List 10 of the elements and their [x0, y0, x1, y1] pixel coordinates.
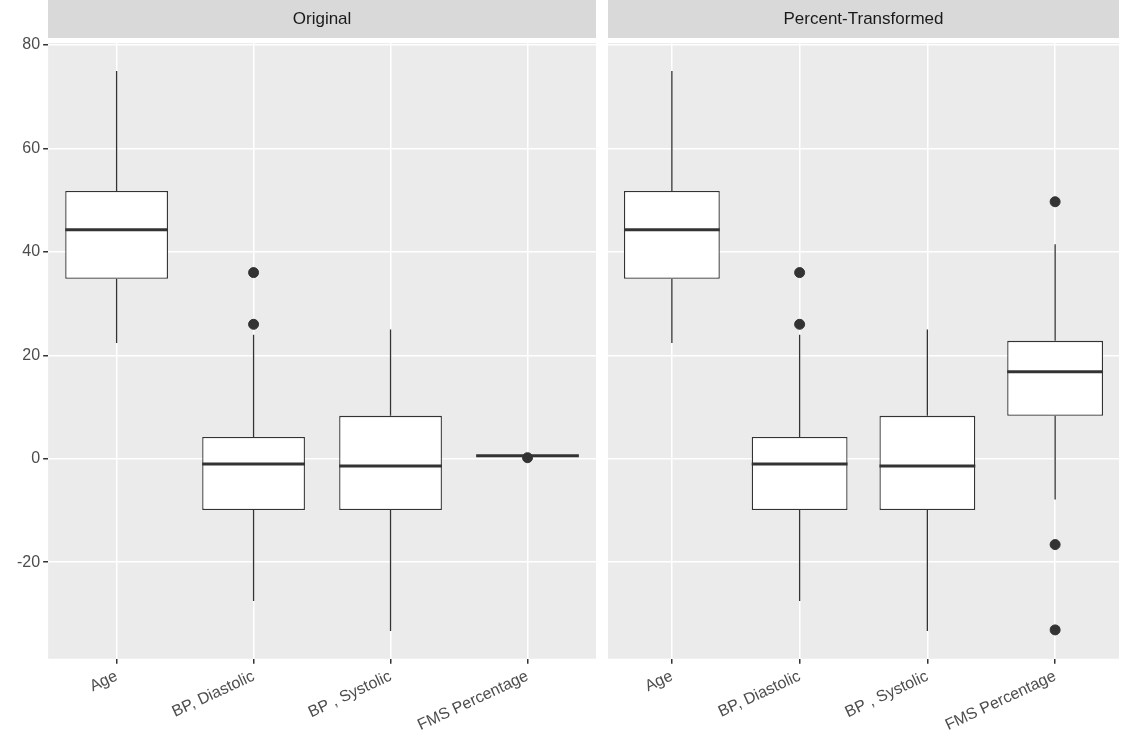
x-tick-label: Age [86, 666, 120, 695]
y-tick-label: 80 [22, 35, 41, 53]
x-tick-label: Age [642, 666, 676, 695]
chart-title: Original [48, 0, 596, 38]
y-tick-label: 60 [22, 138, 41, 156]
y-tick-label: 40 [22, 242, 41, 260]
chart-title: Percent-Transformed [608, 0, 1119, 38]
y-tick-label: 0 [31, 449, 41, 467]
y-tick-label: -20 [17, 552, 41, 570]
y-tick-label: 20 [22, 345, 41, 363]
